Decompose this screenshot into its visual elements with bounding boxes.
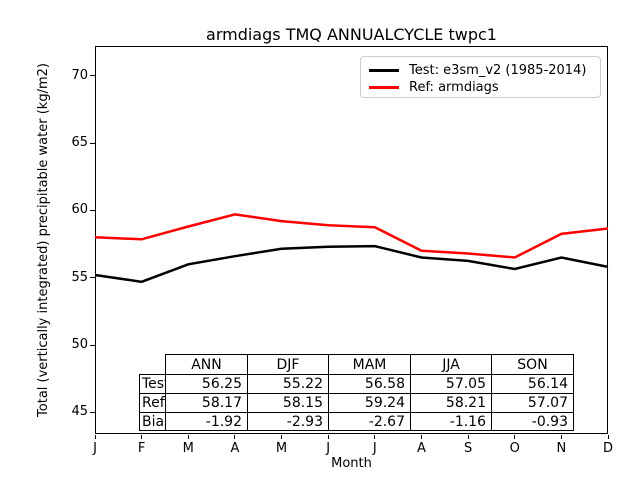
y-tick-label: 45: [71, 404, 88, 420]
y-tick-label: 55: [71, 269, 88, 285]
y-tick-label: 70: [71, 67, 88, 83]
x-tick-mark: [467, 435, 469, 439]
x-tick-label: O: [509, 441, 520, 456]
x-tick-mark: [560, 435, 562, 439]
table-header-cell: MAM: [328, 354, 411, 375]
x-tick-label: N: [556, 441, 567, 456]
legend-entry-ref: Ref: armdiags: [369, 79, 592, 96]
x-tick-mark: [234, 435, 236, 439]
x-tick-label: A: [230, 441, 240, 456]
table-value-cell: -0.93: [491, 412, 574, 431]
x-tick-mark: [94, 435, 96, 439]
x-tick-mark: [374, 435, 376, 439]
y-tick-label: 65: [71, 135, 88, 150]
table-row-label: Bias: [139, 412, 166, 431]
y-tick-label: 60: [71, 202, 88, 218]
table-value-cell: 59.24: [328, 393, 411, 413]
table-value-cell: 56.25: [165, 374, 248, 394]
legend-label-ref: Ref: armdiags: [409, 80, 499, 95]
y-tick-mark: [90, 142, 95, 144]
table-value-cell: -1.16: [410, 412, 492, 431]
x-tick-mark: [327, 435, 329, 439]
legend-entry-test: Test: e3sm_v2 (1985-2014): [369, 62, 592, 79]
table-value-cell: 58.17: [165, 393, 248, 413]
x-tick-mark: [141, 435, 143, 439]
y-tick-mark: [90, 344, 95, 346]
y-tick-label: 50: [71, 337, 88, 353]
x-axis-label: Month: [331, 456, 372, 471]
table-header-cell: JJA: [410, 354, 492, 375]
table-row-label: Ref: [139, 393, 166, 413]
y-axis-label: Total (vertically integrated) precipitab…: [36, 63, 51, 417]
x-tick-label: M: [275, 441, 288, 456]
table-value-cell: 58.15: [247, 393, 329, 413]
table-value-cell: 58.21: [410, 393, 492, 413]
x-tick-mark: [281, 435, 283, 439]
x-tick-mark: [187, 435, 189, 439]
x-tick-label: M: [182, 441, 194, 456]
x-tick-mark: [514, 435, 516, 439]
ref-line-swatch: [369, 86, 399, 89]
x-tick-label: F: [137, 441, 146, 456]
y-tick-mark: [90, 411, 95, 413]
x-tick-label: S: [463, 441, 473, 456]
table-value-cell: -1.92: [165, 412, 248, 431]
table-value-cell: 57.05: [410, 374, 492, 394]
y-tick-mark: [90, 209, 95, 211]
y-tick-mark: [90, 75, 95, 77]
x-tick-label: J: [372, 441, 377, 456]
table-row-label: Test: [139, 374, 166, 394]
chart-title: armdiags TMQ ANNUALCYCLE twpc1: [206, 25, 497, 44]
legend-label-test: Test: e3sm_v2 (1985-2014): [409, 63, 587, 78]
table-header-cell: ANN: [165, 354, 248, 375]
y-tick-mark: [90, 277, 95, 279]
x-tick-label: A: [417, 441, 426, 456]
legend: Test: e3sm_v2 (1985-2014) Ref: armdiags: [360, 56, 601, 98]
table-value-cell: 57.07: [491, 393, 574, 413]
x-tick-label: J: [93, 441, 97, 456]
x-tick-mark: [607, 435, 609, 439]
table-value-cell: 56.58: [328, 374, 411, 394]
table-value-cell: -2.67: [328, 412, 411, 431]
table-value-cell: -2.93: [247, 412, 329, 431]
test-line-swatch: [369, 69, 399, 72]
x-tick-label: J: [326, 441, 331, 456]
table-value-cell: 55.22: [247, 374, 329, 394]
table-value-cell: 56.14: [491, 374, 574, 394]
x-tick-label: D: [602, 441, 613, 456]
table-header-cell: DJF: [247, 354, 329, 375]
x-tick-mark: [420, 435, 422, 439]
table-header-cell: SON: [491, 354, 574, 375]
